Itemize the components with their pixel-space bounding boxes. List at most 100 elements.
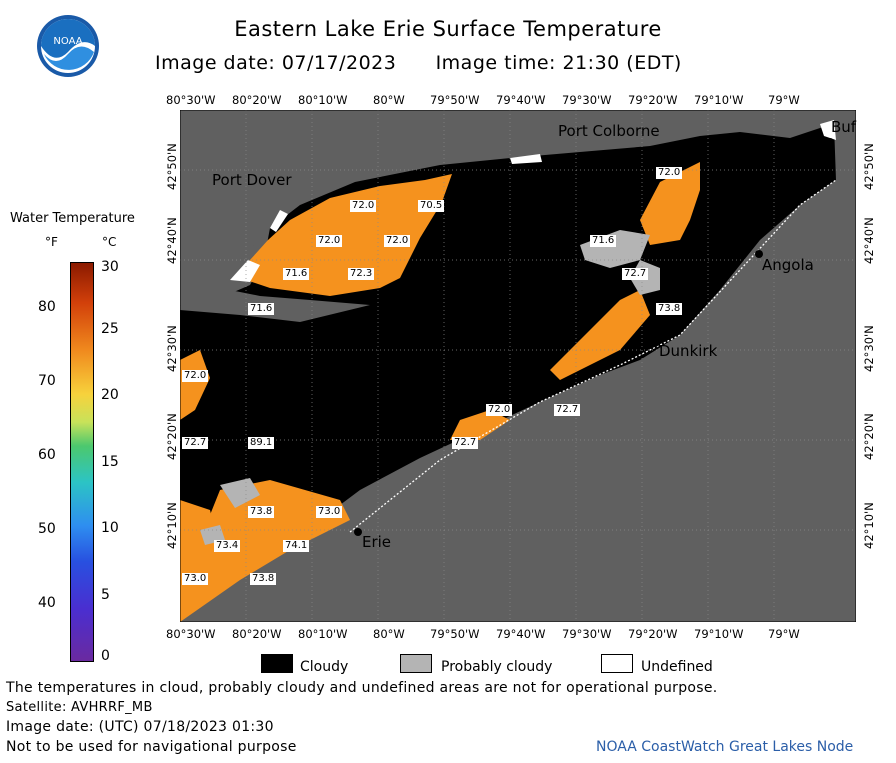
- key-undefined-label: Undefined: [641, 659, 713, 675]
- city-label-port-colborne: Port Colborne: [558, 122, 660, 140]
- temp-label: 72.0: [384, 235, 411, 247]
- utc-date-text: Image date: (UTC) 07/18/2023 01:30: [6, 719, 274, 735]
- disclaimer-text: The temperatures in cloud, probably clou…: [6, 680, 718, 696]
- lon-label: 79°W: [768, 93, 800, 107]
- lat-label: 42°30'N: [165, 325, 179, 372]
- key-cloudy-label: Cloudy: [300, 659, 349, 675]
- credit-text: NOAA CoastWatch Great Lakes Node: [596, 739, 854, 755]
- lat-label: 42°20'N: [165, 413, 179, 460]
- lon-label: 79°30'W: [562, 627, 612, 641]
- temp-label: 72.0: [350, 200, 377, 212]
- f-tick: 80: [38, 299, 56, 315]
- lat-label: 42°50'N: [862, 143, 876, 190]
- temp-label: 72.0: [182, 370, 209, 382]
- lon-label: 80°30'W: [166, 627, 216, 641]
- lon-label: 79°30'W: [562, 93, 612, 107]
- temp-label: 89.1: [248, 437, 275, 449]
- lat-label: 42°10'N: [862, 502, 876, 549]
- city-markers: [354, 138, 834, 536]
- temp-label: 72.7: [182, 437, 209, 449]
- lon-label: 80°30'W: [166, 93, 216, 107]
- c-tick: 30: [101, 259, 119, 275]
- unit-celsius: °C: [102, 235, 117, 249]
- lon-label: 79°40'W: [496, 93, 546, 107]
- f-tick: 50: [38, 521, 56, 537]
- grid-lines: [180, 110, 856, 622]
- temp-label: 73.0: [182, 573, 209, 585]
- lat-label: 42°30'N: [862, 325, 876, 372]
- lon-label: 80°W: [373, 627, 405, 641]
- temp-label: 72.7: [622, 268, 649, 280]
- temp-label: 73.4: [214, 540, 241, 552]
- city-marker-dunkirk: [651, 339, 659, 347]
- c-tick: 20: [101, 387, 119, 403]
- city-label-erie: Erie: [362, 533, 392, 551]
- noaa-logo: NOAA: [36, 14, 100, 78]
- temp-label: 73.8: [250, 573, 277, 585]
- key-probably-cloudy-label: Probably cloudy: [441, 659, 553, 675]
- lat-label: 42°10'N: [165, 502, 179, 549]
- lon-label: 80°10'W: [298, 627, 348, 641]
- temp-label: 72.7: [554, 404, 581, 416]
- navigation-warning: Not to be used for navigational purpose: [6, 739, 297, 755]
- south-shoreline: [349, 179, 837, 533]
- svg-text:NOAA: NOAA: [53, 36, 82, 47]
- legend-title: Water Temperature: [10, 211, 135, 226]
- warm-area-dunkirk: [550, 290, 650, 380]
- lon-label: 79°20'W: [628, 93, 678, 107]
- lon-label: 79°W: [768, 627, 800, 641]
- lon-label: 79°50'W: [430, 627, 480, 641]
- key-probably-cloudy-swatch: [400, 654, 432, 673]
- lon-label: 79°10'W: [694, 627, 744, 641]
- c-tick: 10: [101, 520, 119, 536]
- lon-label: 79°20'W: [628, 627, 678, 641]
- f-tick: 70: [38, 373, 56, 389]
- temp-label: 72.0: [656, 167, 683, 179]
- c-tick: 0: [101, 648, 110, 664]
- temp-label: 72.0: [316, 235, 343, 247]
- f-tick: 60: [38, 447, 56, 463]
- lon-label: 80°10'W: [298, 93, 348, 107]
- image-date-line: Image date: 07/17/2023 Image time: 21:30…: [155, 52, 682, 74]
- lat-label: 42°50'N: [165, 143, 179, 190]
- warm-area-southwest: [180, 500, 220, 580]
- colorbar: [70, 262, 94, 662]
- city-marker-erie: [354, 528, 362, 536]
- lon-label: 79°10'W: [694, 93, 744, 107]
- lat-label: 42°40'N: [862, 217, 876, 264]
- city-label-port-dover: Port Dover: [212, 171, 292, 189]
- lon-label: 79°50'W: [430, 93, 480, 107]
- map-title: Eastern Lake Erie Surface Temperature: [234, 17, 662, 41]
- city-marker-buffalo: [826, 138, 834, 146]
- lon-label: 80°W: [373, 93, 405, 107]
- north-shore-land: [180, 210, 370, 322]
- city-marker-port-colborne: [682, 144, 690, 152]
- warm-area-small: [450, 410, 510, 440]
- undefined-areas: [230, 120, 836, 282]
- lat-label: 42°40'N: [165, 217, 179, 264]
- lake-erie-map: [180, 110, 856, 622]
- key-cloudy-swatch: [261, 654, 293, 673]
- warm-area-west: [180, 350, 210, 420]
- temp-label: 70.5: [418, 200, 445, 212]
- lat-label: 42°20'N: [862, 413, 876, 460]
- warm-area-port-colborne: [640, 162, 700, 245]
- c-tick: 25: [101, 321, 119, 337]
- temp-label: 72.7: [452, 437, 479, 449]
- satellite-text: Satellite: AVHRRF_MB: [6, 700, 153, 715]
- c-tick: 5: [101, 587, 110, 603]
- f-tick: 40: [38, 595, 56, 611]
- city-label-buffalo: Buf: [831, 118, 857, 136]
- warm-water-areas: [180, 162, 700, 622]
- temp-label: 73.8: [656, 303, 683, 315]
- temp-label: 71.6: [283, 268, 310, 280]
- lon-label: 79°40'W: [496, 627, 546, 641]
- lon-label: 80°20'W: [232, 93, 282, 107]
- unit-fahrenheit: °F: [45, 235, 58, 249]
- warm-area-erie: [180, 480, 350, 622]
- c-tick: 15: [101, 454, 119, 470]
- temp-label: 72.3: [348, 268, 375, 280]
- city-label-dunkirk: Dunkirk: [659, 342, 718, 360]
- temp-label: 71.6: [590, 235, 617, 247]
- temp-label: 73.8: [248, 506, 275, 518]
